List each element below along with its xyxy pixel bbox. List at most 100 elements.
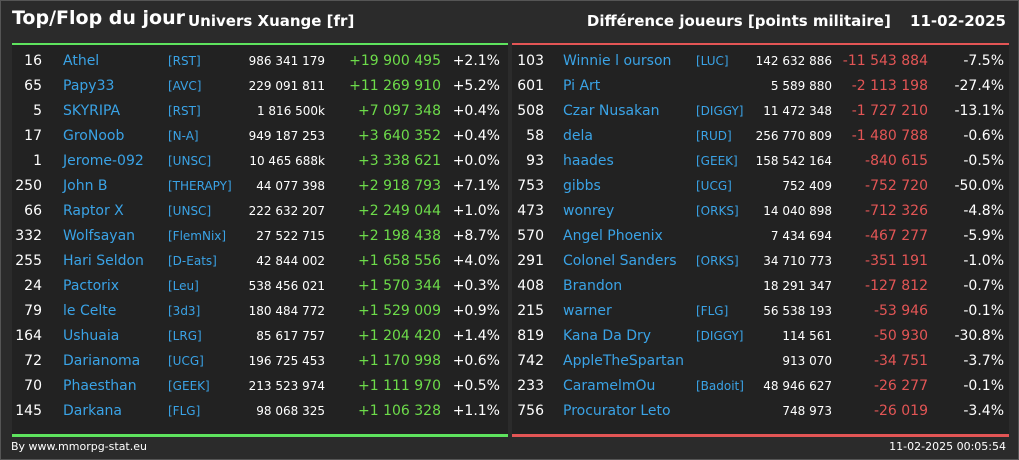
player-name-link[interactable]: Winnie l ourson [563,53,672,69]
player-row: 58 dela [RUD] 256 770 809 -1 480 788 -0.6% [512,124,1009,149]
alliance-tag-link[interactable]: [3d3] [168,304,201,318]
rank-cell: 742 [517,353,544,369]
alliance-tag-link[interactable]: [AVC] [168,79,202,93]
player-name-link[interactable]: dela [563,128,593,144]
player-name-link[interactable]: gibbs [563,178,601,194]
points-cell: 256 770 809 [755,129,832,143]
difference-cell: +1 170 998 [358,353,441,369]
player-row: 508 Czar Nusakan [DIGGY] 11 472 348 -1 727 2… [512,99,1009,124]
alliance-tag-link[interactable]: [RST] [168,54,201,68]
alliance-tag-link[interactable]: [D-Eats] [168,254,217,268]
player-name-link[interactable]: haades [563,153,614,169]
points-cell: 11 472 348 [763,104,832,118]
player-name-link[interactable]: SKYRIPA [63,103,121,119]
alliance-tag-link[interactable]: [UNSC] [168,204,212,218]
rank-cell: 473 [517,203,544,219]
difference-cell: -127 812 [865,278,928,294]
rank-cell: 291 [517,253,544,269]
points-cell: 752 409 [782,179,832,193]
player-name-link[interactable]: warner [563,303,612,319]
player-name-link[interactable]: Papy33 [63,78,115,94]
alliance-tag-link[interactable]: [RST] [168,104,201,118]
player-name-link[interactable]: Pactorix [63,278,120,294]
percent-cell: -7.5% [963,53,1004,69]
alliance-tag-link[interactable]: [UNSC] [168,154,212,168]
alliance-tag-link[interactable]: [UCG] [168,354,204,368]
difference-cell: +19 900 495 [349,53,441,69]
player-name-link[interactable]: Jerome-092 [63,153,144,169]
player-name-link[interactable]: CaramelmOu [563,378,656,394]
alliance-tag-link[interactable]: [Leu] [168,279,199,293]
player-name-link[interactable]: Angel Phoenix [563,228,663,244]
points-cell: 748 973 [782,404,832,418]
alliance-tag-link[interactable]: [DIGGY] [696,104,744,118]
alliance-tag-link[interactable]: [FLG] [168,404,201,418]
rank-cell: 250 [15,178,42,194]
player-name-link[interactable]: Athel [63,53,100,69]
difference-cell: -1 480 788 [851,128,928,144]
alliance-tag-link[interactable]: [RUD] [696,129,732,143]
player-name-link[interactable]: Ushuaia [63,328,120,344]
player-name-link[interactable]: AppleTheSpartan [563,353,684,369]
player-name-link[interactable]: Phaesthan [63,378,137,394]
player-row: 17 GroNoob [N-A] 949 187 253 +3 640 352 +0.4% [12,124,508,149]
points-cell: 56 538 193 [763,304,832,318]
rank-cell: 58 [526,128,544,144]
player-row: 65 Papy33 [AVC] 229 091 811 +11 269 910 +5.2% [12,74,508,99]
player-name-link[interactable]: Raptor X [63,203,124,219]
player-name-link[interactable]: Brandon [563,278,623,294]
percent-cell: +4.0% [452,253,500,269]
alliance-tag-link[interactable]: [GEEK] [696,154,738,168]
alliance-tag-link[interactable]: [LUC] [696,54,729,68]
player-row: 16 Athel [RST] 986 341 179 +19 900 495 +2.1% [12,49,508,74]
difference-cell: -1 727 210 [851,103,928,119]
universe-label: Univers Xuange [fr] [188,12,355,30]
player-name-link[interactable]: Darkana [63,403,123,419]
points-cell: 222 632 207 [248,204,325,218]
rank-cell: 93 [526,153,544,169]
alliance-tag-link[interactable]: [GEEK] [168,379,210,393]
rank-cell: 70 [24,378,42,394]
player-name-link[interactable]: Darianoma [63,353,141,369]
difference-cell: -11 543 884 [842,53,928,69]
alliance-tag-link[interactable]: [ORKS] [696,204,739,218]
alliance-tag-link[interactable]: [UCG] [696,179,732,193]
player-name-link[interactable]: le Celte [63,303,117,319]
player-name-link[interactable]: Czar Nusakan [563,103,660,119]
player-row: 164 Ushuaia [LRG] 85 617 757 +1 204 420 +1.4% [12,324,508,349]
alliance-tag-link[interactable]: [N-A] [168,129,199,143]
alliance-tag-link[interactable]: [THERAPY] [168,179,232,193]
points-cell: 18 291 347 [763,279,832,293]
rank-cell: 819 [517,328,544,344]
points-cell: 1 816 500k [256,104,325,118]
percent-cell: -0.7% [963,278,1004,294]
player-name-link[interactable]: Procurator Leto [563,403,671,419]
difference-cell: +1 204 420 [358,328,441,344]
player-name-link[interactable]: Wolfsayan [63,228,136,244]
alliance-tag-link[interactable]: [DIGGY] [696,329,744,343]
player-name-link[interactable]: Kana Da Dry [563,328,652,344]
rank-cell: 408 [517,278,544,294]
alliance-tag-link[interactable]: [Badoit] [696,379,744,393]
player-row: 255 Hari Seldon [D-Eats] 42 844 002 +1 658 5… [12,249,508,274]
player-name-link[interactable]: Pi Art [563,78,601,94]
player-name-link[interactable]: Hari Seldon [63,253,144,269]
difference-cell: -752 720 [865,178,928,194]
player-name-link[interactable]: John B [63,178,108,194]
percent-cell: +0.6% [452,353,500,369]
difference-cell: +1 106 328 [358,403,441,419]
top-gainers-panel: 16 Athel [RST] 986 341 179 +19 900 495 +2.1% 6… [12,43,508,437]
points-cell: 158 542 164 [755,154,832,168]
alliance-tag-link[interactable]: [LRG] [168,329,202,343]
alliance-tag-link[interactable]: [FlemNix] [168,229,227,243]
alliance-tag-link[interactable]: [FLG] [696,304,729,318]
player-name-link[interactable]: Colonel Sanders [563,253,677,269]
player-name-link[interactable]: wonrey [563,203,615,219]
player-name-link[interactable]: GroNoob [63,128,125,144]
alliance-tag-link[interactable]: [ORKS] [696,254,739,268]
rank-cell: 332 [15,228,42,244]
points-cell: 7 434 694 [770,229,832,243]
rank-cell: 570 [517,228,544,244]
player-row: 215 warner [FLG] 56 538 193 -53 946 -0.1% [512,299,1009,324]
percent-cell: +0.0% [452,153,500,169]
